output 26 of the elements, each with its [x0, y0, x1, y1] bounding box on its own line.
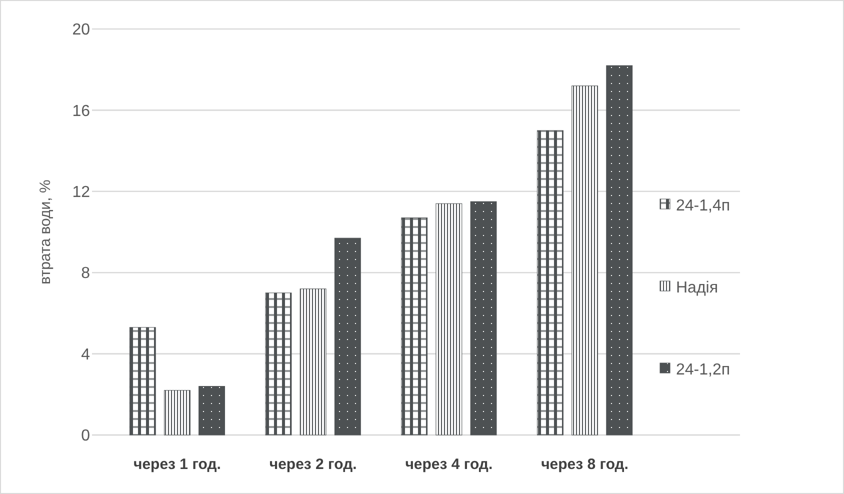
bar [572, 86, 598, 436]
x-tick-label: через 4 год. [405, 456, 493, 473]
x-tick-label: через 1 год. [134, 456, 221, 473]
legend-label: 24-1,2п [676, 362, 730, 379]
bar [536, 130, 564, 436]
bar [401, 218, 428, 436]
x-tick-label: через 2 год. [269, 456, 357, 473]
y-tick-label: 12 [72, 184, 90, 201]
bar [470, 201, 497, 436]
y-tick-label: 4 [81, 346, 90, 364]
y-tick-label: 8 [81, 265, 90, 282]
bar [436, 203, 462, 436]
y-tick-label: 20 [72, 22, 90, 39]
bar [129, 327, 156, 436]
bar [164, 390, 190, 436]
legend-label: Надія [676, 280, 718, 297]
y-tick-label: 0 [81, 428, 90, 445]
bar [300, 288, 326, 436]
bar [198, 386, 226, 436]
bar [606, 65, 633, 436]
x-tick-label: через 8 год. [541, 456, 628, 473]
y-tick-label: 16 [72, 102, 90, 120]
bar [334, 238, 361, 436]
legend-label: 24-1,4п [676, 198, 730, 215]
bar [265, 292, 292, 436]
y-axis-title: втрата води, % [37, 180, 54, 284]
